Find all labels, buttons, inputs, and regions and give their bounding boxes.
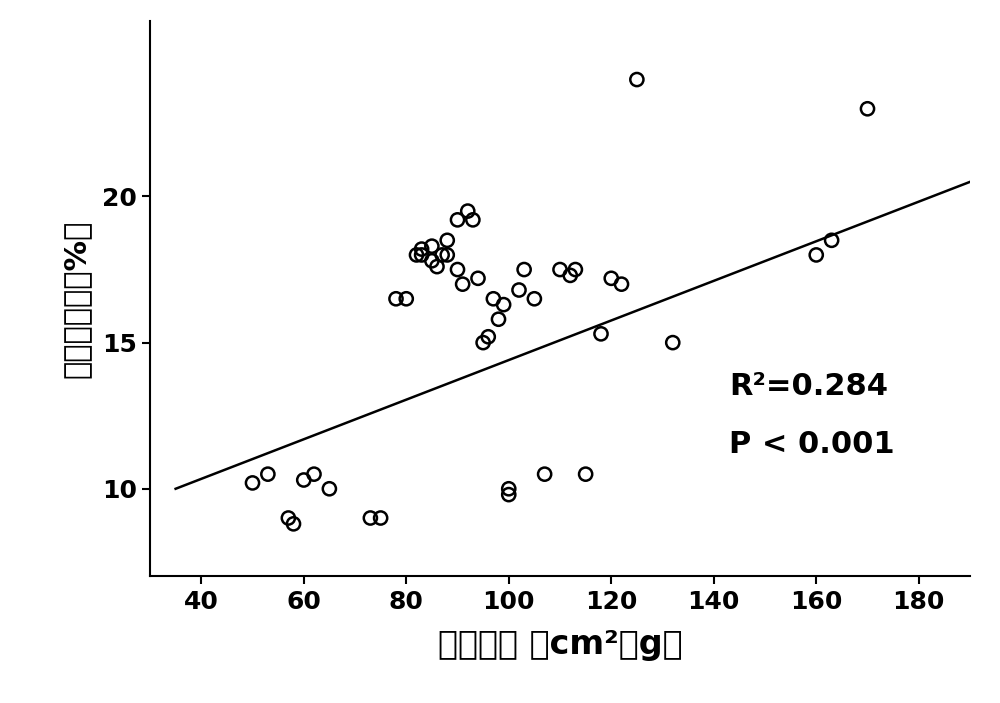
Point xyxy=(434,250,450,261)
Point xyxy=(424,240,440,252)
Point xyxy=(614,278,630,290)
Point xyxy=(260,468,276,479)
Point xyxy=(501,483,517,494)
Point xyxy=(362,512,378,524)
Point xyxy=(465,214,481,226)
Point xyxy=(373,512,389,524)
Point xyxy=(480,331,496,342)
Point xyxy=(603,273,619,284)
Point xyxy=(408,250,424,261)
Point xyxy=(526,293,542,304)
Point xyxy=(280,512,296,524)
Y-axis label: 土壤含水量（%）: 土壤含水量（%） xyxy=(62,219,91,378)
Point xyxy=(455,278,471,290)
Point xyxy=(665,337,681,348)
Point xyxy=(629,74,645,85)
Point xyxy=(496,299,512,310)
Point xyxy=(562,270,578,281)
Point xyxy=(429,261,445,272)
Point xyxy=(824,235,840,246)
Point xyxy=(537,468,553,479)
Text: P < 0.001: P < 0.001 xyxy=(729,430,895,460)
Point xyxy=(808,250,824,261)
Point xyxy=(567,264,583,275)
Point xyxy=(552,264,568,275)
Point xyxy=(450,214,466,226)
Point xyxy=(424,255,440,266)
Point xyxy=(485,293,501,304)
Point xyxy=(398,293,414,304)
Point xyxy=(306,468,322,479)
Point xyxy=(578,468,594,479)
Point xyxy=(490,314,506,325)
Point xyxy=(460,205,476,217)
Point xyxy=(296,475,312,486)
Point xyxy=(321,483,337,494)
Point xyxy=(244,477,260,489)
Point xyxy=(414,243,430,254)
Point xyxy=(860,103,876,115)
Point xyxy=(450,264,466,275)
Point xyxy=(475,337,491,348)
X-axis label: 比叶面积 （cm²／g）: 比叶面积 （cm²／g） xyxy=(438,628,682,661)
Point xyxy=(286,518,302,529)
Point xyxy=(439,235,455,246)
Point xyxy=(593,328,609,340)
Point xyxy=(516,264,532,275)
Point xyxy=(439,250,455,261)
Text: R²=0.284: R²=0.284 xyxy=(729,372,888,401)
Point xyxy=(501,489,517,501)
Point xyxy=(470,273,486,284)
Point xyxy=(388,293,404,304)
Point xyxy=(414,250,430,261)
Point xyxy=(511,285,527,296)
